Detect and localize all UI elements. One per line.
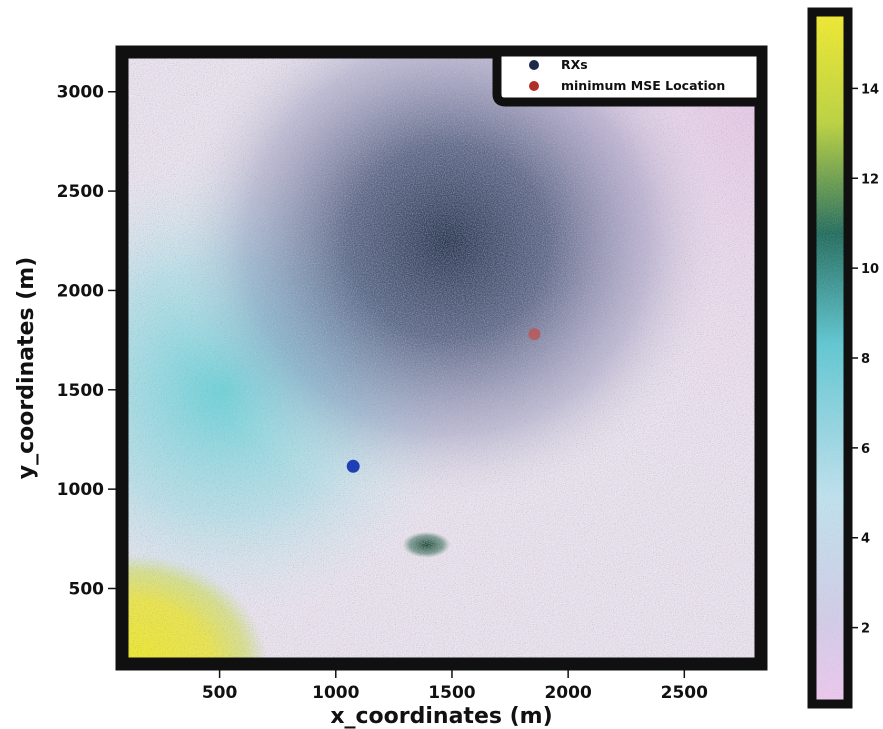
colorbar-ticks: 2 4 6 8 10 12 14	[852, 82, 879, 637]
y-tick-label: 500	[69, 579, 105, 599]
y-tick-label: 1500	[57, 381, 104, 401]
colorbar-tick-label: 2	[861, 622, 870, 637]
colorbar-grain	[812, 12, 848, 704]
y-tick-label: 2000	[57, 281, 104, 301]
data-markers	[346, 328, 541, 473]
legend-marker-rxs	[529, 60, 539, 70]
colorbar-frame	[807, 7, 853, 709]
y-axis-ticks: 500 1000 1500 2000 2500 3000	[57, 83, 116, 599]
legend: RXs minimum MSE Location	[492, 47, 766, 107]
x-axis-label: x_coordinates (m)	[330, 704, 552, 729]
x-tick-label: 2500	[661, 683, 708, 703]
x-tick-label: 1000	[312, 683, 359, 703]
heatmap-grain	[122, 52, 761, 664]
min-mse-marker	[528, 328, 541, 341]
x-tick-label: 2000	[544, 683, 591, 703]
legend-label-min-mse: minimum MSE Location	[561, 78, 725, 93]
colorbar-tick-label: 12	[861, 172, 879, 187]
legend-box	[492, 47, 766, 107]
y-tick-label: 2500	[57, 182, 104, 202]
y-axis-label: y_coordinates (m)	[14, 257, 39, 479]
legend-marker-min-mse	[529, 81, 539, 91]
colorbar-tick-label: 14	[861, 82, 879, 97]
colorbar-tick-label: 4	[861, 532, 870, 547]
colorbar-tick-label: 8	[861, 352, 870, 367]
rx-marker	[346, 459, 360, 473]
colorbar-tick-label: 6	[861, 442, 870, 457]
legend-label-rxs: RXs	[561, 57, 588, 72]
y-tick-label: 3000	[57, 83, 104, 103]
colorbar-tick-label: 10	[861, 262, 879, 277]
plot-frame	[115, 45, 768, 671]
x-tick-label: 500	[202, 683, 238, 703]
heatmap-field	[122, 52, 761, 664]
y-tick-label: 1000	[57, 480, 104, 500]
x-axis-ticks: 500 1000 1500 2000 2500	[202, 670, 708, 703]
colorbar: 2 4 6 8 10 12 14	[807, 7, 879, 709]
x-tick-label: 1500	[428, 683, 475, 703]
